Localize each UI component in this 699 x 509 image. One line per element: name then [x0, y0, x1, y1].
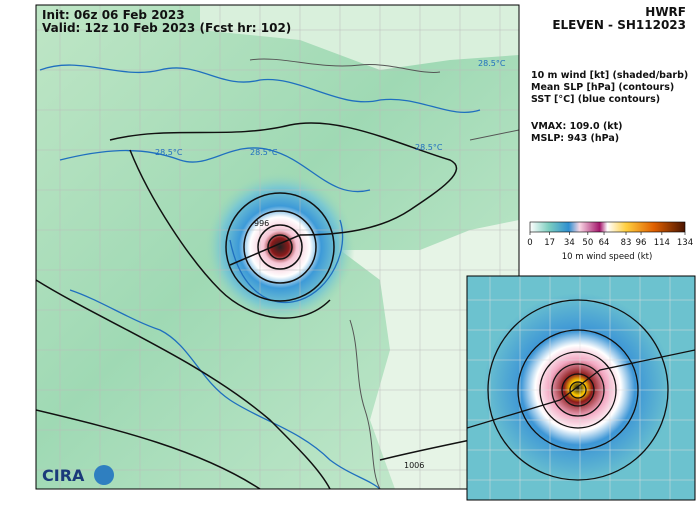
colorbar-tick-label: 83 [621, 238, 632, 248]
inset-frame [466, 275, 696, 501]
legend-line: SST [°C] (blue contours) [531, 94, 660, 105]
colorbar-tick-label: 64 [599, 238, 610, 248]
inset-map [467, 276, 695, 500]
logo-icon [94, 465, 114, 485]
contour-label: 28.5°C [415, 143, 443, 152]
colorbar-tick-label: 134 [677, 238, 693, 248]
main-map: 28.5°C 28.5°C 28.5°C 28.5°C 996 1006 CIR… [36, 5, 519, 489]
main-map-frame [35, 4, 520, 490]
colorbar-tick-label: 114 [654, 238, 670, 248]
colorbar-tick-label: 96 [636, 238, 647, 248]
storm-text: ELEVEN - SH112023 [552, 18, 686, 32]
init-text: Init: 06z 06 Feb 2023 [42, 8, 185, 22]
model-text: HWRF [645, 5, 686, 19]
vmax-text: VMAX: 109.0 (kt) [531, 121, 623, 132]
mslp-text: MSLP: 943 (hPa) [531, 133, 619, 144]
contour-label: 28.5°C [155, 148, 183, 157]
colorbar-label: 10 m wind speed (kt) [562, 252, 653, 262]
colorbar-tick-label: 17 [544, 238, 555, 248]
logo: CIRA [42, 466, 85, 485]
colorbar-tick-label: 34 [564, 238, 575, 248]
colorbar-tick-label: 50 [582, 238, 593, 248]
legend-line: 10 m wind [kt] (shaded/barb) [531, 70, 688, 81]
colorbar-bar [529, 221, 686, 233]
contour-label: 28.5°C [250, 148, 278, 157]
contour-label: 996 [254, 219, 269, 228]
contour-label: 28.5°C [478, 59, 506, 68]
colorbar-tick-label: 0 [527, 238, 532, 248]
legend-line: Mean SLP [hPa] (contours) [531, 82, 674, 93]
valid-text: Valid: 12z 10 Feb 2023 (Fcst hr: 102) [42, 21, 291, 35]
colorbar: 10 m wind speed (kt) 0 17 34 50 64 83 96 114 134 [527, 221, 693, 262]
contour-label: 1006 [404, 461, 424, 470]
